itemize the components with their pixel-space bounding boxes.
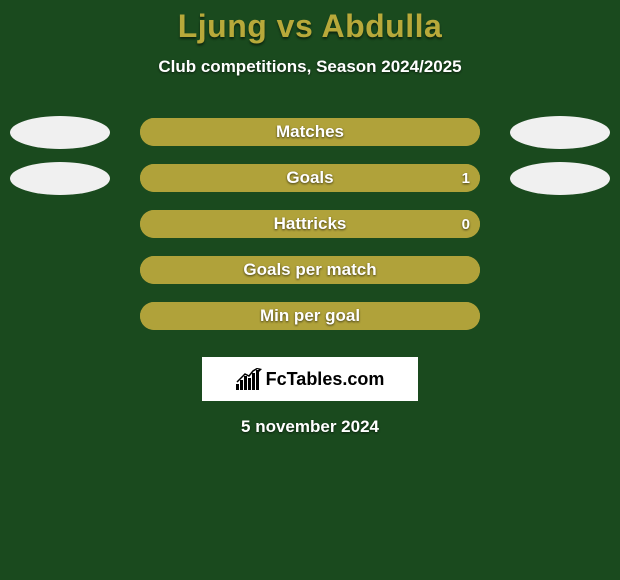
stat-rows: Matches Goals 1 Hattricks 0 Goals per match Mi… xyxy=(0,109,620,339)
stat-label: Min per goal xyxy=(260,306,360,326)
page-title: Ljung vs Abdulla xyxy=(0,0,620,45)
stat-bar: Hattricks 0 xyxy=(140,210,480,238)
stat-label: Matches xyxy=(276,122,344,142)
right-ellipse xyxy=(510,116,610,149)
stat-row: Min per goal xyxy=(0,293,620,339)
stat-bar: Goals 1 xyxy=(140,164,480,192)
date-label: 5 november 2024 xyxy=(0,417,620,437)
fctables-icon xyxy=(236,368,262,390)
stat-label: Goals xyxy=(286,168,333,188)
stat-row: Goals per match xyxy=(0,247,620,293)
stat-bar: Goals per match xyxy=(140,256,480,284)
left-ellipse xyxy=(10,116,110,149)
stat-row: Goals 1 xyxy=(0,155,620,201)
stat-label: Hattricks xyxy=(274,214,347,234)
stat-bar: Matches xyxy=(140,118,480,146)
stat-right-value: 1 xyxy=(462,170,470,187)
subtitle: Club competitions, Season 2024/2025 xyxy=(0,57,620,77)
left-ellipse xyxy=(10,162,110,195)
stat-row: Matches xyxy=(0,109,620,155)
stat-right-value: 0 xyxy=(462,216,470,233)
right-ellipse xyxy=(510,162,610,195)
logo-box[interactable]: FcTables.com xyxy=(202,357,418,401)
comparison-widget: Ljung vs Abdulla Club competitions, Seas… xyxy=(0,0,620,580)
logo-text: FcTables.com xyxy=(266,369,385,390)
stat-label: Goals per match xyxy=(243,260,376,280)
stat-row: Hattricks 0 xyxy=(0,201,620,247)
stat-bar: Min per goal xyxy=(140,302,480,330)
